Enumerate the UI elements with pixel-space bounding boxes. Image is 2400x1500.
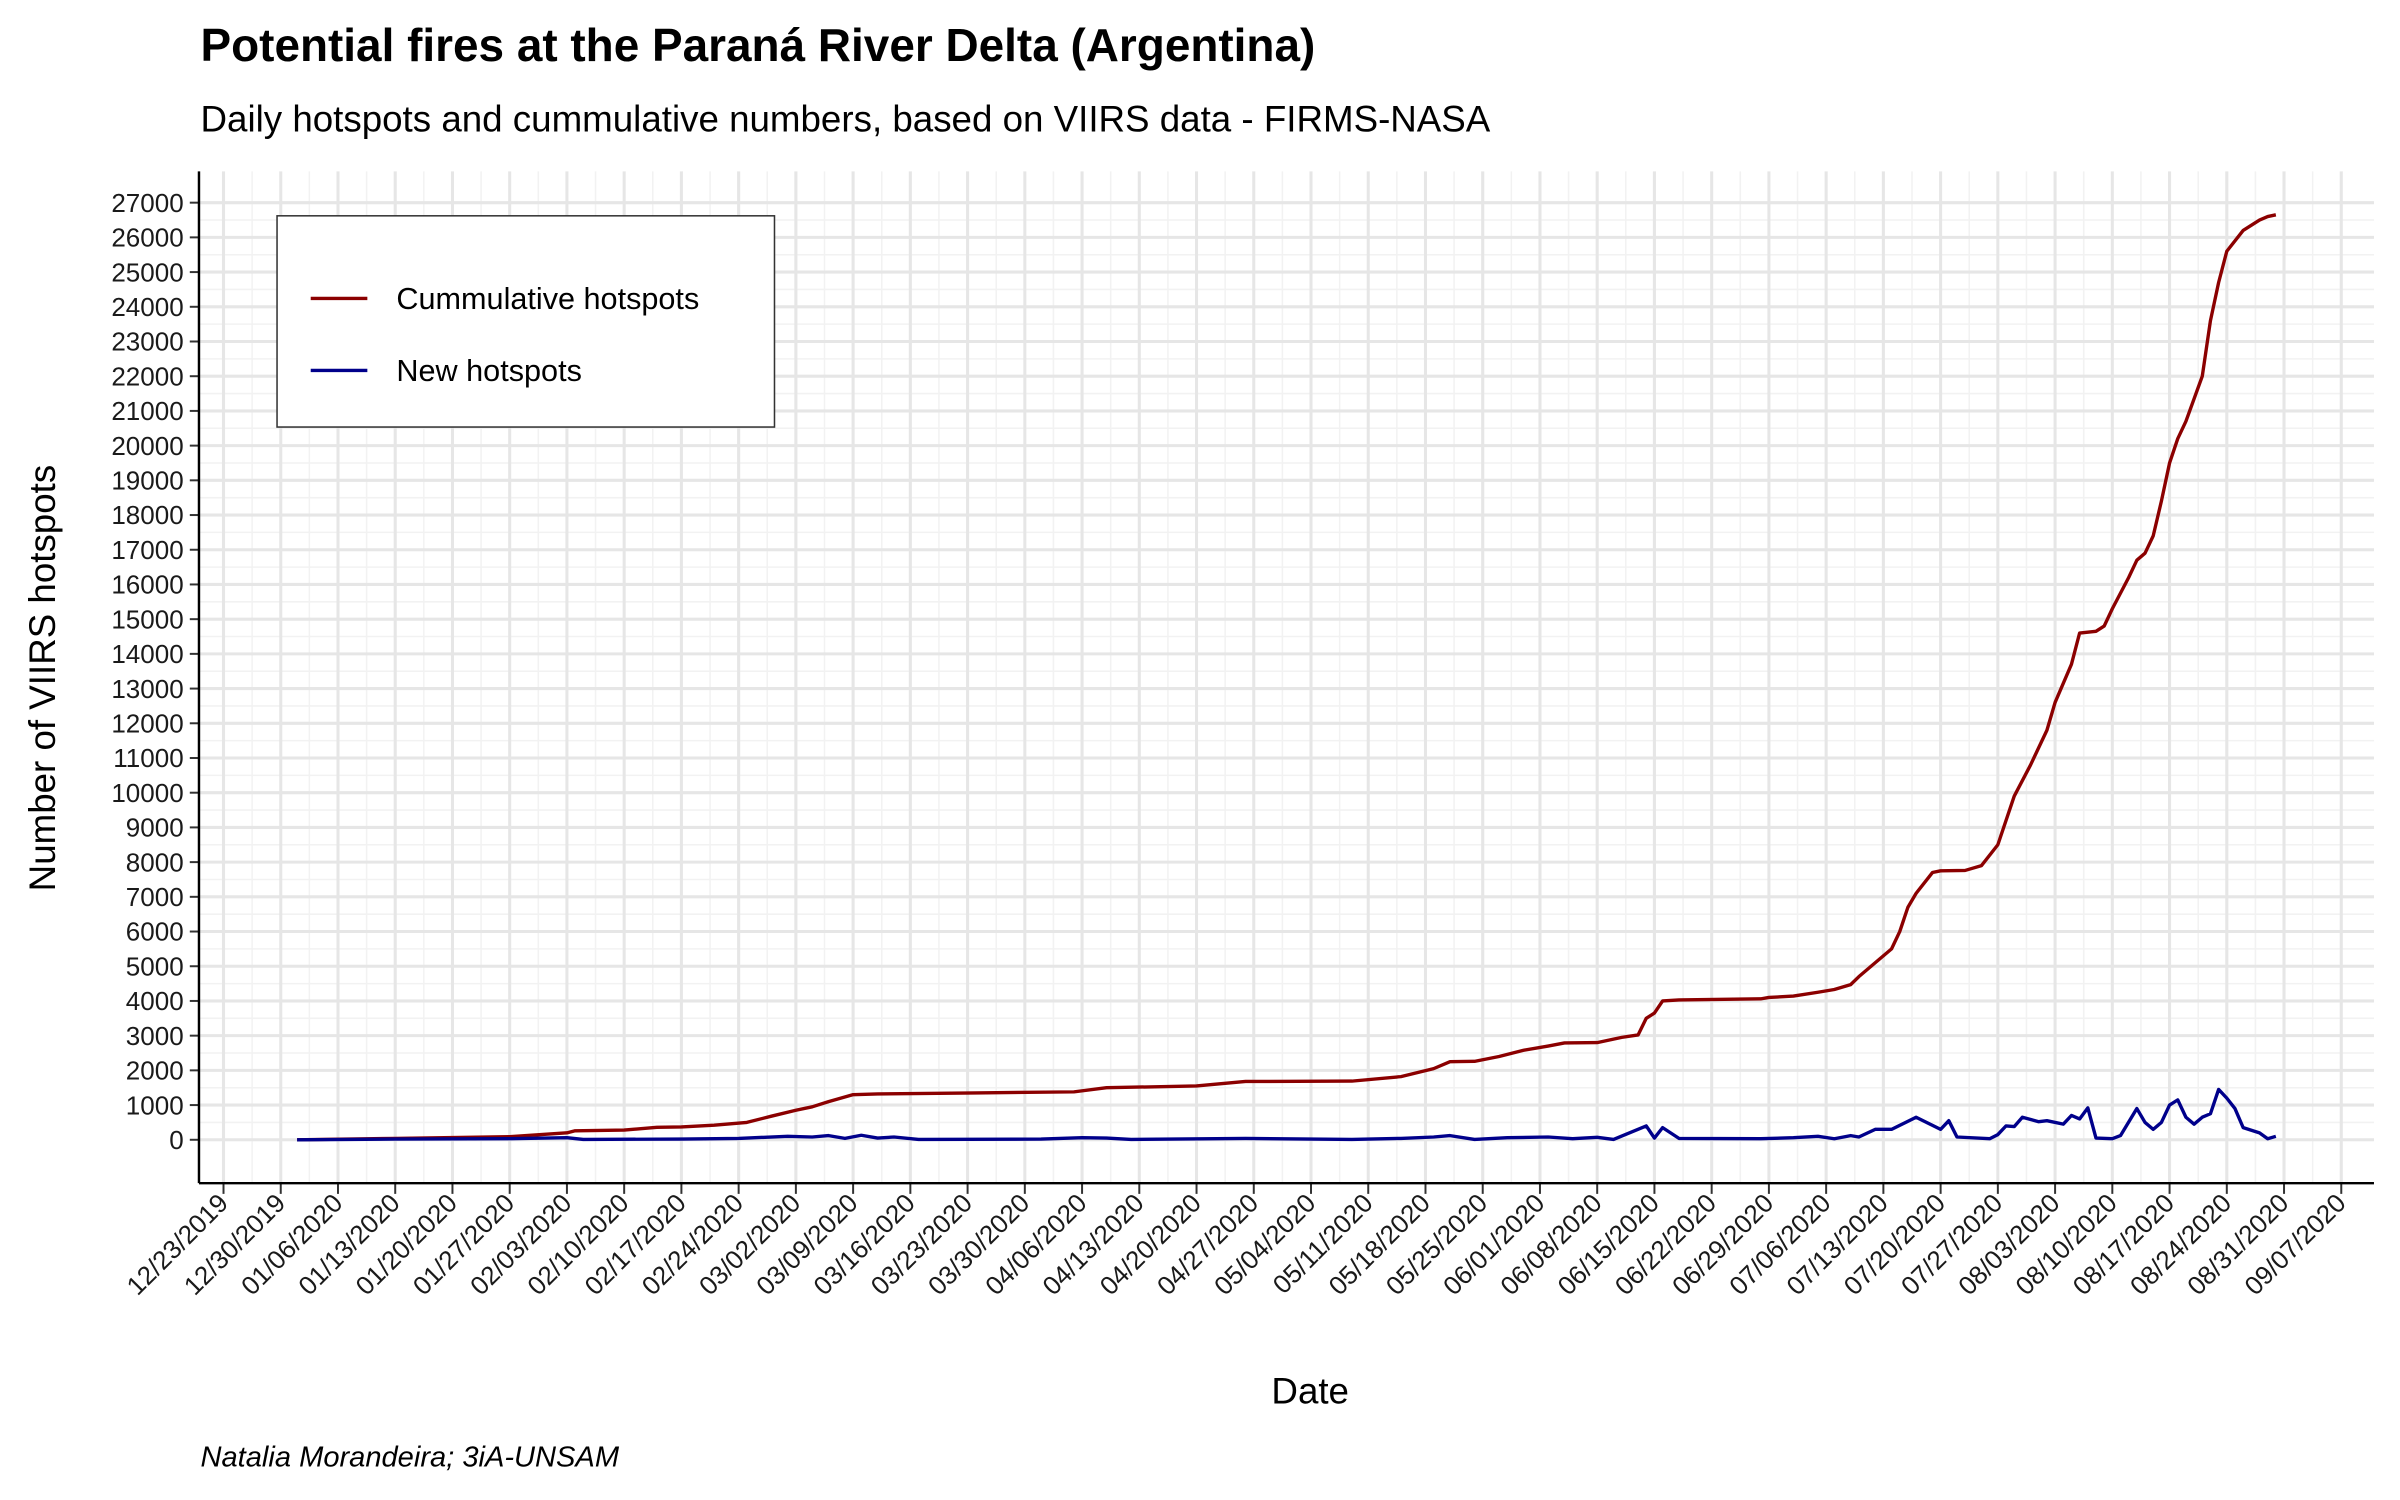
y-tick-label: 24000 (111, 292, 183, 322)
legend-box (276, 215, 776, 428)
y-tick-label: 13000 (111, 674, 183, 704)
legend: Cummulative hotspots New hotspots (276, 215, 776, 428)
y-tick-label: 20000 (111, 431, 183, 461)
y-tick-label: 2000 (126, 1056, 184, 1086)
y-tick-label: 12000 (111, 708, 183, 738)
y-tick-label: 9000 (126, 813, 184, 843)
y-tick-label: 16000 (111, 570, 183, 600)
y-tick-label: 25000 (111, 257, 183, 287)
series-line (297, 1087, 2277, 1142)
y-tick-label: 18000 (111, 500, 183, 530)
y-tick-label: 10000 (111, 778, 183, 808)
x-axis-label: Date (1271, 1371, 1349, 1412)
y-axis-label: Number of VIIRS hotspots (22, 465, 63, 892)
series-line (297, 213, 2277, 1142)
chart-subtitle: Daily hotspots and cummulative numbers, … (201, 99, 1491, 140)
y-tick-label: 27000 (111, 188, 183, 218)
grid (198, 171, 2374, 1184)
y-tick-label: 3000 (126, 1021, 184, 1051)
y-tick-label: 15000 (111, 604, 183, 634)
y-tick-label: 14000 (111, 639, 183, 669)
y-tick-label: 11000 (113, 743, 183, 773)
y-tick-label: 23000 (111, 327, 183, 357)
y-tick-label: 5000 (126, 951, 184, 981)
y-tick-label: 21000 (111, 396, 183, 426)
caption: Natalia Morandeira; 3iA-UNSAM (201, 1441, 620, 1473)
y-tick-label: 8000 (126, 847, 184, 877)
y-tick-label: 4000 (126, 986, 184, 1016)
y-tick-label: 26000 (111, 223, 183, 253)
plot-lines (297, 213, 2277, 1142)
y-tick-label: 1000 (126, 1090, 184, 1120)
y-tick-label: 7000 (126, 882, 184, 912)
legend-label: New hotspots (396, 354, 581, 388)
legend-label: Cummulative hotspots (396, 282, 699, 316)
y-tick-label: 0 (169, 1125, 183, 1155)
chart-title: Potential fires at the Paraná River Delt… (201, 19, 1316, 71)
y-tick-label: 6000 (126, 917, 184, 947)
y-tick-label: 22000 (111, 361, 183, 391)
y-tick-label: 19000 (111, 466, 183, 496)
y-tick-label: 17000 (111, 535, 183, 565)
